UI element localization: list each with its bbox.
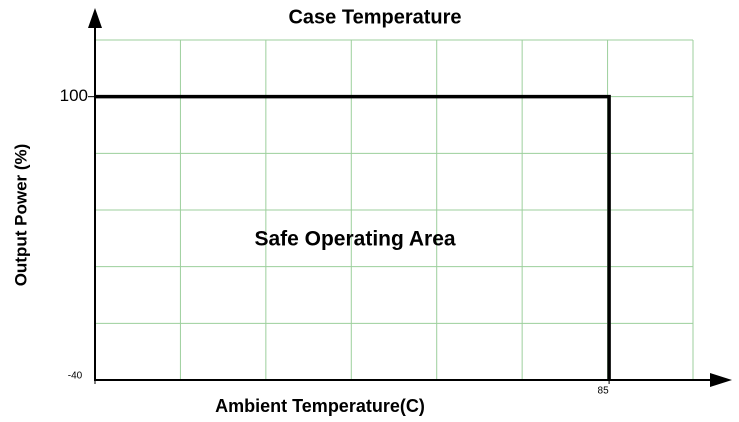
x-axis-label: Ambient Temperature(C) [215, 396, 425, 416]
y-axis-label: Output Power (%) [11, 144, 30, 287]
x-axis-arrow [710, 373, 732, 387]
x-tick-label: 85 [598, 386, 610, 397]
y-axis-arrow [88, 8, 102, 28]
plot [95, 94, 611, 380]
chart-title: Case Temperature [288, 6, 461, 28]
annotation: Safe Operating Area [254, 228, 455, 251]
grid [94, 39, 694, 381]
y-tick-label: 100 [60, 86, 88, 105]
x-tick-label: -40 [68, 371, 83, 382]
series-line [95, 94, 611, 380]
